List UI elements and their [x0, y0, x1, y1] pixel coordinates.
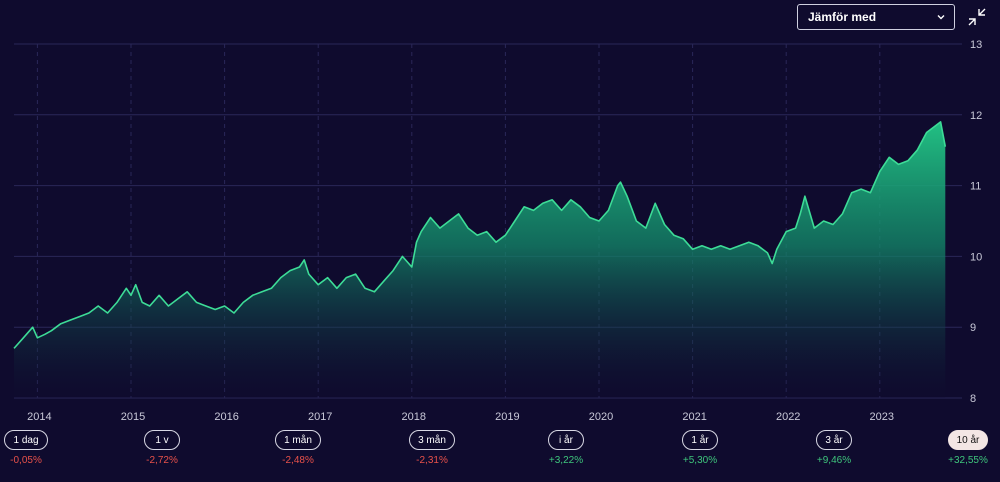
period-button[interactable]: 1 mån — [275, 430, 321, 450]
period-option[interactable]: 1 v -2,72% — [117, 430, 207, 466]
compare-with-dropdown[interactable]: Jämför med — [797, 4, 955, 30]
period-button[interactable]: 3 mån — [409, 430, 455, 450]
collapse-icon[interactable] — [967, 7, 987, 27]
y-tick-label: 8 — [970, 393, 976, 405]
period-button[interactable]: 3 år — [816, 430, 852, 450]
period-option[interactable]: 10 år +32,55% — [923, 430, 1000, 466]
y-tick-label: 12 — [970, 110, 982, 122]
x-tick-label: 2018 — [402, 411, 426, 423]
y-tick-label: 11 — [970, 181, 981, 193]
period-option[interactable]: 3 år +9,46% — [789, 430, 879, 466]
period-change: -0,05% — [10, 455, 42, 466]
period-option[interactable]: 1 mån -2,48% — [253, 430, 343, 466]
period-button[interactable]: i år — [548, 430, 584, 450]
period-button[interactable]: 1 dag — [4, 430, 48, 450]
x-tick-label: 2021 — [682, 411, 706, 423]
x-tick-label: 2019 — [495, 411, 519, 423]
price-chart: 8 9 10 11 12 13 2014 2015 2016 2017 2018 2019 2020 20… — [13, 39, 982, 423]
compare-with-label: Jämför med — [808, 10, 877, 24]
x-tick-label: 2023 — [870, 411, 894, 423]
x-tick-label: 2020 — [589, 411, 613, 423]
x-tick-label: 2017 — [308, 411, 332, 423]
period-button[interactable]: 10 år — [947, 430, 989, 450]
price-area — [14, 121, 946, 399]
period-option[interactable]: 1 dag -0,05% — [0, 430, 71, 466]
x-tick-label: 2016 — [214, 411, 238, 423]
x-tick-label: 2014 — [27, 411, 51, 423]
x-tick-label: 2022 — [776, 411, 800, 423]
period-option[interactable]: 3 mån -2,31% — [387, 430, 477, 466]
price-line — [13, 121, 947, 349]
period-change: +5,30% — [682, 455, 718, 466]
y-tick-label: 13 — [970, 39, 982, 51]
y-tick-label: 10 — [970, 251, 982, 263]
chevron-down-icon — [937, 15, 945, 20]
period-change: +9,46% — [816, 455, 852, 466]
x-tick-label: 2015 — [121, 411, 145, 423]
period-change: -2,72% — [146, 455, 178, 466]
period-change: -2,31% — [416, 455, 448, 466]
period-selector: 1 dag -0,05% 1 v -2,72% 1 mån -2,48% 3 mån -2,3… — [0, 430, 1000, 482]
period-change: +3,22% — [548, 455, 584, 466]
period-button[interactable]: 1 v — [144, 430, 180, 450]
period-option[interactable]: 1 år +5,30% — [655, 430, 745, 466]
period-option[interactable]: i år +3,22% — [521, 430, 611, 466]
y-tick-label: 9 — [970, 322, 976, 334]
period-change: +32,55% — [948, 455, 988, 466]
period-change: -2,48% — [282, 455, 314, 466]
period-button[interactable]: 1 år — [682, 430, 718, 450]
